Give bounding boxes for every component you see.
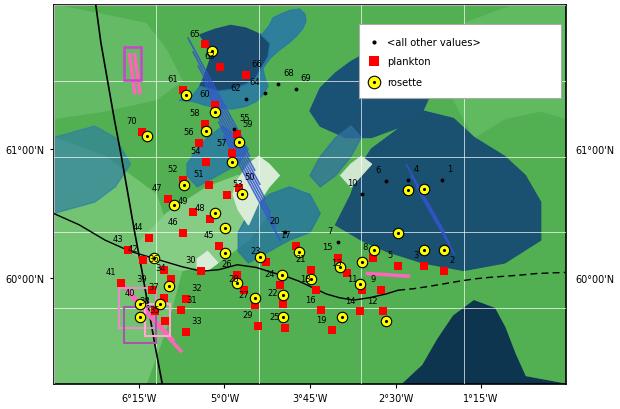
- Text: 22: 22: [268, 288, 278, 297]
- Polygon shape: [310, 51, 433, 138]
- Text: rosette: rosette: [387, 78, 422, 88]
- Text: 29: 29: [242, 310, 252, 319]
- Bar: [359, 25, 561, 99]
- Polygon shape: [238, 187, 321, 263]
- Text: 6: 6: [375, 166, 381, 175]
- Text: 50: 50: [244, 172, 255, 181]
- Polygon shape: [179, 10, 306, 110]
- Polygon shape: [54, 127, 131, 214]
- Text: 5: 5: [388, 250, 393, 259]
- Text: 65: 65: [189, 29, 200, 38]
- Text: 21: 21: [295, 254, 306, 263]
- Text: 32: 32: [191, 283, 202, 292]
- Text: 12: 12: [367, 296, 378, 305]
- Bar: [145, 304, 169, 336]
- Text: 19: 19: [316, 315, 326, 324]
- Text: 11: 11: [347, 275, 357, 284]
- Text: 64: 64: [249, 78, 260, 87]
- Text: 59: 59: [242, 119, 253, 128]
- Text: 70: 70: [126, 117, 137, 126]
- Text: 2: 2: [450, 256, 454, 265]
- Text: 7: 7: [328, 227, 333, 236]
- Text: 18: 18: [301, 275, 311, 284]
- Text: 25: 25: [270, 312, 280, 321]
- Text: 8: 8: [362, 243, 368, 252]
- Text: 3: 3: [414, 250, 418, 259]
- Text: 48: 48: [194, 204, 205, 213]
- Text: 23: 23: [250, 247, 261, 256]
- Polygon shape: [341, 157, 371, 187]
- Text: 13: 13: [331, 258, 342, 267]
- Text: 68: 68: [283, 69, 294, 78]
- Polygon shape: [438, 6, 566, 138]
- Text: 40: 40: [124, 288, 135, 297]
- Text: 52: 52: [167, 165, 178, 174]
- Text: 30: 30: [185, 256, 196, 265]
- Text: 15: 15: [322, 243, 333, 252]
- Text: 14: 14: [345, 296, 355, 305]
- Text: 44: 44: [133, 223, 143, 232]
- Polygon shape: [310, 127, 361, 187]
- Text: 41: 41: [106, 267, 116, 276]
- Text: 51: 51: [193, 170, 203, 179]
- Text: 57: 57: [216, 138, 227, 147]
- Text: 10: 10: [347, 178, 357, 187]
- Text: 69: 69: [301, 74, 311, 83]
- Text: 56: 56: [183, 128, 193, 137]
- Text: 16: 16: [306, 295, 316, 304]
- Bar: [125, 308, 156, 344]
- Text: 38: 38: [140, 296, 150, 305]
- Text: <all other values>: <all other values>: [387, 38, 480, 48]
- Polygon shape: [54, 138, 182, 384]
- Polygon shape: [197, 252, 218, 271]
- Text: 54: 54: [191, 147, 202, 156]
- Polygon shape: [402, 301, 566, 384]
- Text: 58: 58: [189, 109, 200, 118]
- Polygon shape: [233, 157, 279, 225]
- Text: 33: 33: [191, 317, 202, 326]
- Text: near: near: [430, 43, 459, 56]
- Text: 1: 1: [448, 165, 453, 174]
- Text: 46: 46: [167, 218, 178, 227]
- Text: 4: 4: [414, 165, 418, 174]
- Text: 62: 62: [230, 84, 241, 93]
- Text: 31: 31: [186, 295, 197, 304]
- Bar: [125, 48, 141, 81]
- Text: 20: 20: [270, 216, 280, 225]
- Text: 24: 24: [265, 270, 275, 279]
- Text: 17: 17: [280, 230, 291, 239]
- Text: 28: 28: [229, 275, 239, 284]
- Bar: [119, 289, 156, 328]
- Text: 55: 55: [239, 114, 250, 123]
- Text: 37: 37: [148, 282, 159, 291]
- Text: 66: 66: [251, 60, 262, 69]
- Text: 63: 63: [205, 52, 215, 61]
- Text: 61: 61: [167, 75, 178, 84]
- Polygon shape: [131, 176, 269, 271]
- Text: 9: 9: [370, 275, 376, 284]
- Text: 47: 47: [152, 184, 162, 193]
- Text: 42: 42: [128, 245, 138, 253]
- Text: 35: 35: [149, 305, 161, 314]
- Text: 34: 34: [155, 263, 166, 272]
- Polygon shape: [200, 27, 270, 92]
- Text: 26: 26: [221, 260, 232, 269]
- Text: 27: 27: [239, 290, 249, 299]
- Text: 36: 36: [148, 254, 159, 263]
- Text: plankton: plankton: [387, 56, 430, 67]
- Text: 43: 43: [112, 234, 123, 243]
- Polygon shape: [187, 127, 249, 187]
- Text: 53: 53: [232, 180, 242, 189]
- Polygon shape: [351, 112, 474, 187]
- Polygon shape: [54, 6, 182, 119]
- Text: 60: 60: [200, 90, 210, 99]
- Text: 39: 39: [136, 275, 147, 284]
- Text: 49: 49: [177, 196, 188, 205]
- Text: 45: 45: [203, 230, 214, 239]
- Polygon shape: [335, 112, 541, 271]
